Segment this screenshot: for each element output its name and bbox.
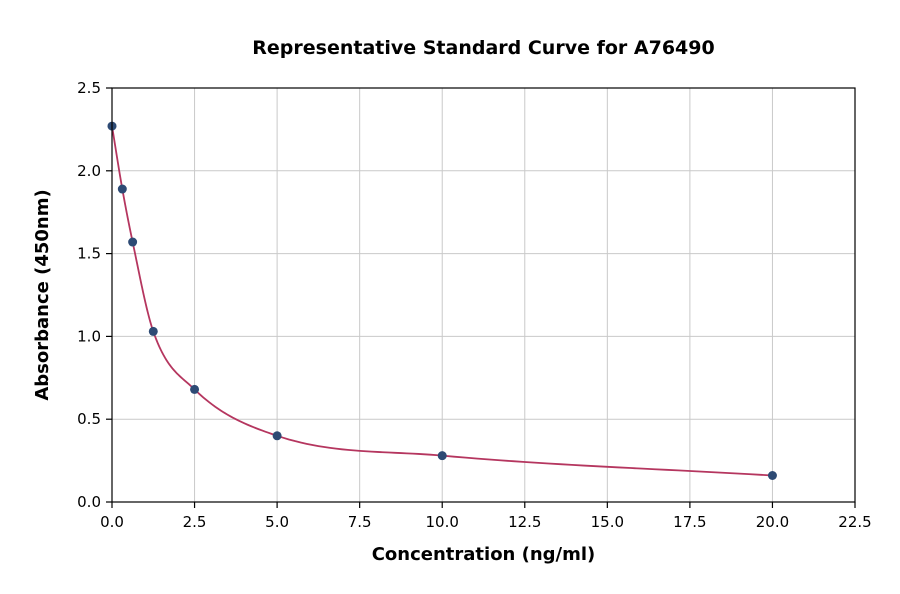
standards-point: [767, 471, 777, 481]
x-tick-label: 12.5: [508, 513, 541, 531]
chart-title: Representative Standard Curve for A76490: [252, 37, 714, 59]
x-tick-label: 22.5: [838, 513, 871, 531]
x-tick-label: 10.0: [426, 513, 459, 531]
x-axis-label: Concentration (ng/ml): [372, 544, 596, 565]
y-tick-label: 0.5: [77, 410, 101, 428]
fit-curve-line: [111, 125, 774, 477]
y-tick-label: 2.0: [77, 162, 101, 180]
standards-point: [117, 184, 127, 194]
y-tick-label: 2.5: [77, 79, 101, 97]
x-tick-label: 20.0: [756, 513, 789, 531]
x-tick-label: 17.5: [673, 513, 706, 531]
standards-point: [437, 451, 447, 461]
y-tick-label: 1.0: [77, 327, 101, 345]
plot-border: [111, 87, 856, 503]
standards-point: [148, 326, 158, 336]
standards-point: [190, 384, 200, 394]
standards-point: [272, 431, 282, 441]
x-tick-label: 2.5: [183, 513, 207, 531]
y-tick-label: 0.0: [77, 493, 101, 511]
x-tick-label: 5.0: [265, 513, 289, 531]
x-tick-label: 15.0: [591, 513, 624, 531]
x-tick-label: 7.5: [348, 513, 372, 531]
standards-point: [128, 237, 138, 247]
y-tick-label: 1.5: [77, 245, 101, 263]
x-tick-label: 0.0: [100, 513, 124, 531]
y-axis-label: Absorbance (450nm): [32, 189, 53, 400]
